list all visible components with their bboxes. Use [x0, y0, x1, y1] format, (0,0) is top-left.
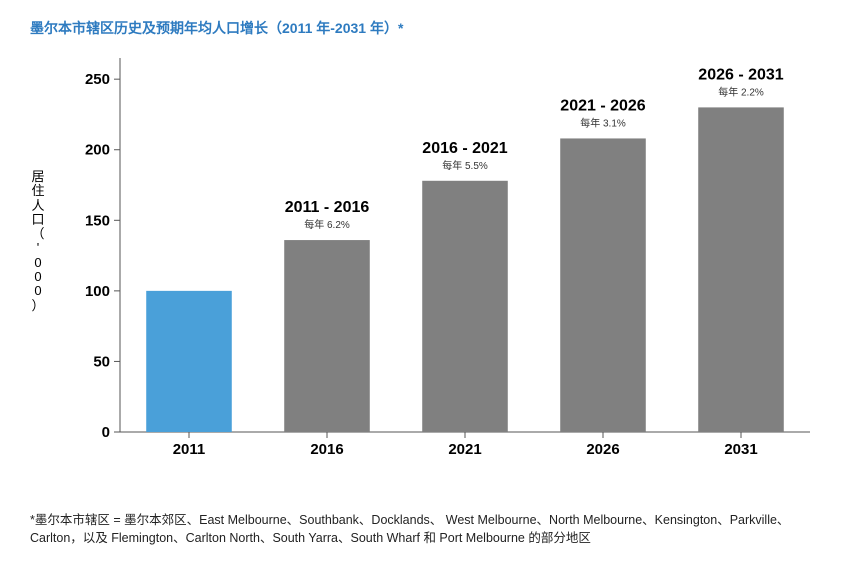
chart-footnote: *墨尔本市辖区 = 墨尔本郊区、East Melbourne、Southbank… [30, 511, 820, 547]
bar [422, 181, 508, 432]
bar-annotation-main: 2026 - 2031 [698, 66, 784, 83]
y-tick-label: 0 [102, 424, 110, 441]
y-tick-label: 250 [85, 71, 110, 88]
bar [698, 107, 784, 432]
bar-annotation-sub: 每年 3.1% [580, 116, 626, 129]
bar-annotation-main: 2016 - 2021 [422, 140, 508, 157]
bar-annotation-sub: 每年 5.5% [442, 159, 488, 172]
y-axis-label: 居住人口（'000） [30, 170, 46, 313]
x-tick-label: 2011 [173, 441, 206, 458]
bar-annotation-sub: 每年 6.2% [304, 218, 350, 231]
bar-chart-svg: 0 50 100 150 200 250 2011 2016 2011 - 2016 每年 6.2… [80, 50, 820, 460]
bar-annotation-main: 2021 - 2026 [560, 97, 646, 114]
bar-annotation-sub: 每年 2.2% [718, 85, 764, 98]
y-tick-label: 200 [85, 142, 110, 159]
x-tick-label: 2016 [310, 441, 343, 458]
bar [284, 240, 370, 432]
x-tick-label: 2026 [586, 441, 619, 458]
bar [146, 291, 232, 432]
x-tick-label: 2031 [724, 441, 757, 458]
y-tick-label: 100 [85, 283, 110, 300]
x-tick-label: 2021 [448, 441, 481, 458]
bar-annotation-main: 2011 - 2016 [285, 199, 370, 216]
chart-area: 0 50 100 150 200 250 2011 2016 2011 - 2016 每年 6.2… [80, 50, 820, 490]
y-tick-label: 150 [85, 212, 110, 229]
chart-title: 墨尔本市辖区历史及预期年均人口增长（2011 年-2031 年）* [30, 18, 403, 38]
bar [560, 138, 646, 432]
y-tick-label: 50 [93, 353, 110, 370]
